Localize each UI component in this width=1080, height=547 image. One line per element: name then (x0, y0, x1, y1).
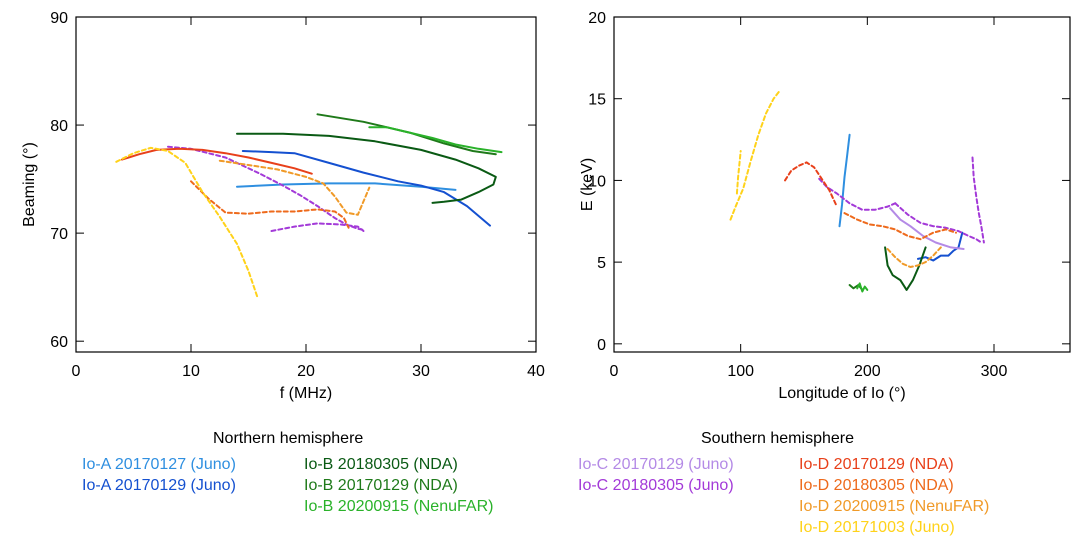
series-line-io-b-20180305-nda (236, 132, 497, 204)
legend-item-io-d-20200915-nenufar: Io-D 20200915 (NenuFAR) (799, 498, 990, 515)
y-tick-label: 0 (597, 337, 606, 354)
legend-item-io-b-20200915-nenufar: Io-B 20200915 (NenuFAR) (304, 498, 494, 515)
energy-vs-longitude-chart: 0 100 200 300 0 5 10 15 20 Longitude of Io (°) E (… (579, 10, 1071, 402)
y-tick-label: 60 (50, 334, 68, 351)
series-line-io-d-20171003-juno (729, 89, 781, 221)
series-line-io-d-20180305-nda (843, 212, 957, 241)
legend-title-southern: Southern hemisphere (701, 430, 854, 447)
y-tick-label: 5 (597, 255, 606, 272)
series-line-io-d-20200915-nenufar (218, 159, 371, 216)
y-axis-label: E (keV) (579, 158, 596, 211)
series-line-io-b-20180305-nda (884, 246, 927, 291)
y-tick-label: 70 (50, 226, 68, 243)
series-line-io-a-20170129-juno (241, 150, 491, 227)
series-line-io-d-20170129-nda (121, 147, 313, 175)
series-line-io-c-20180305-juno (270, 222, 365, 232)
series-line-io-a-20170127-juno (838, 133, 851, 228)
x-tick-label: 20 (297, 363, 315, 380)
x-tick-label: 10 (182, 363, 200, 380)
y-axis-label: Beaming (°) (21, 142, 38, 227)
series-line-io-c-20180305-juno (971, 156, 985, 244)
legend-column: Io-A 20170127 (Juno) Io-A 20170129 (Juno) (82, 454, 236, 496)
y-tick-label: 90 (50, 10, 68, 27)
x-tick-label: 0 (610, 363, 619, 380)
series-line-io-c-20180305-juno (894, 202, 983, 244)
x-tick-label: 100 (727, 363, 754, 380)
legend-item-io-b-20180305-nda: Io-B 20180305 (NDA) (304, 456, 458, 473)
plot-frame (613, 16, 1071, 353)
x-tick-label: 30 (412, 363, 430, 380)
x-tick-label: 200 (854, 363, 881, 380)
y-tick-label: 80 (50, 118, 68, 135)
legend-item-io-c-20180305-juno: Io-C 20180305 (Juno) (578, 477, 734, 494)
series-line-io-d-20180305-nda (190, 180, 350, 229)
series-line-io-d-20200915-nenufar (886, 246, 942, 268)
legend-item-io-d-20170129-nda: Io-D 20170129 (NDA) (799, 456, 954, 473)
series-group (729, 89, 985, 293)
series-line-io-d-20170129-nda (784, 161, 838, 208)
y-tick-label: 20 (588, 10, 606, 27)
legend-item-io-a-20170129-juno: Io-A 20170129 (Juno) (82, 477, 236, 494)
x-tick-label: 40 (527, 363, 545, 380)
series-line-io-b-20200915-nenufar (856, 282, 869, 293)
legend-item-io-c-20170129-juno: Io-C 20170129 (Juno) (578, 456, 734, 473)
beaming-vs-frequency-chart: 0 10 20 30 40 60 70 80 90 f (MHz) Beaming (°) (21, 10, 545, 402)
legend-item-io-a-20170127-juno: Io-A 20170127 (Juno) (82, 456, 236, 473)
series-line-io-d-20171003-juno (735, 150, 742, 195)
legend-title-northern: Northern hemisphere (213, 430, 364, 447)
y-tick-label: 15 (588, 92, 606, 109)
legend-item-io-d-20180305-nda: Io-D 20180305 (NDA) (799, 477, 954, 494)
legend-column: Io-C 20170129 (Juno) Io-C 20180305 (Juno) (578, 454, 734, 496)
legend-item-io-d-20171003-juno: Io-D 20171003 (Juno) (799, 519, 955, 536)
x-tick-label: 300 (981, 363, 1008, 380)
y-tick-label: 10 (588, 173, 606, 190)
x-tick-label: 0 (72, 363, 81, 380)
series-line-io-b-20200915-nenufar (368, 126, 503, 154)
x-axis-label: Longitude of Io (°) (778, 385, 905, 402)
series-line-io-c-20170129-juno (889, 207, 965, 250)
series-line-io-c-20180305-juno (167, 145, 365, 231)
series-line-io-d-20171003-juno (115, 146, 259, 299)
series-line-io-b-20170129-nda (316, 113, 497, 156)
legend-column: Io-D 20170129 (NDA) Io-D 20180305 (NDA) Io… (799, 454, 989, 538)
series-group (115, 113, 503, 299)
legend-item-io-b-20170129-nda: Io-B 20170129 (NDA) (304, 477, 458, 494)
legend-column: Io-B 20180305 (NDA) Io-B 20170129 (NDA) Io… (304, 454, 493, 517)
x-axis-label: f (MHz) (280, 385, 332, 402)
